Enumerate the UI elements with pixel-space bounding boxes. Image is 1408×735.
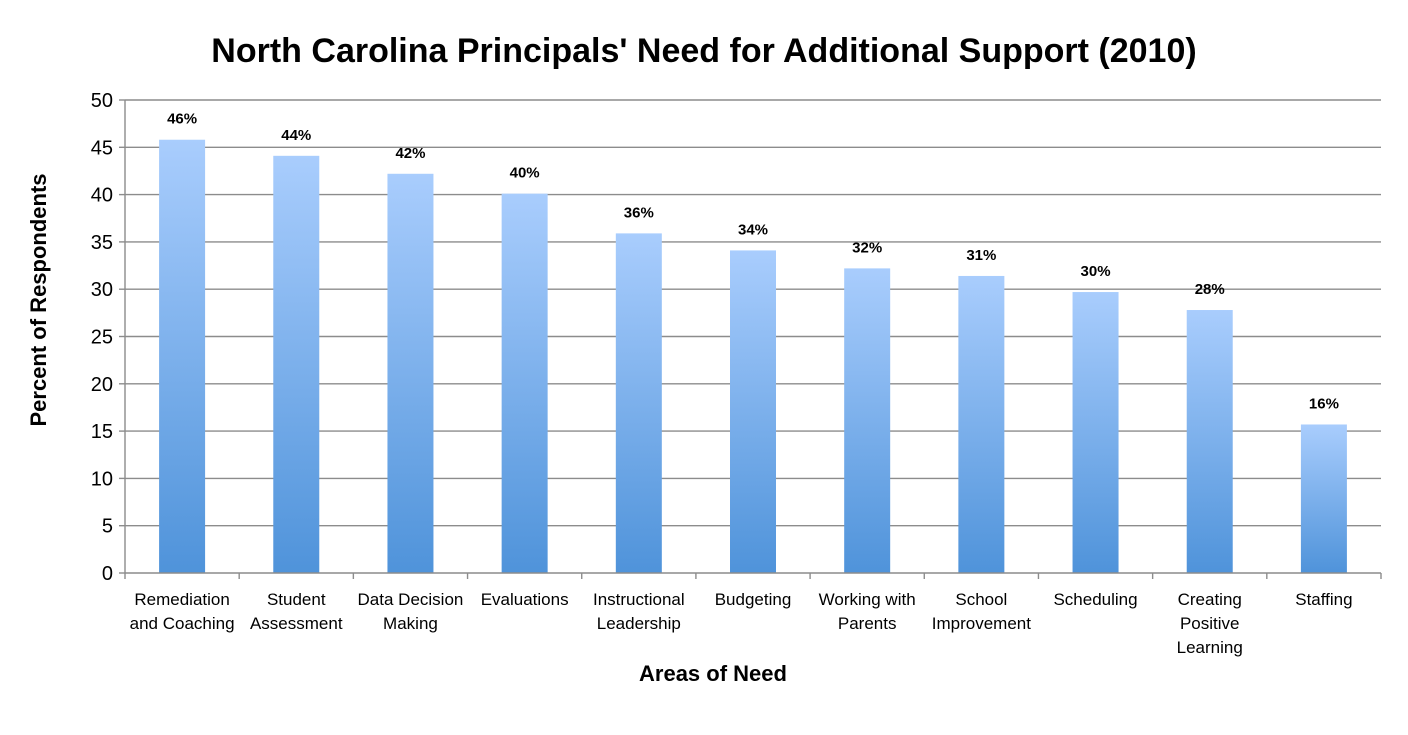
x-category-label: Scheduling: [1053, 590, 1137, 609]
bar: [1072, 292, 1119, 573]
x-category-label: Data Decision Making: [358, 590, 464, 633]
x-category-label: Student Assessment: [250, 590, 343, 633]
chart-title: North Carolina Principals' Need for Addi…: [211, 32, 1196, 70]
x-category-label: Remediation and Coaching: [130, 590, 235, 633]
data-label: 36%: [624, 204, 654, 221]
bar: [273, 155, 320, 573]
y-axis-ticks: 0 5 10 15 20 25 30 35 40 45 50: [91, 90, 125, 585]
bar: [501, 193, 548, 574]
data-label: 28%: [1195, 281, 1225, 298]
y-tick-label: 5: [102, 516, 113, 538]
y-tick-label: 15: [91, 421, 113, 443]
x-axis: [124, 100, 1382, 579]
y-tick-label: 35: [91, 232, 113, 254]
data-label: 40%: [510, 165, 540, 182]
data-label: 30%: [1081, 263, 1111, 280]
y-tick-label: 10: [91, 468, 113, 490]
x-category-label: Budgeting: [715, 590, 792, 609]
data-labels: 46% 44% 42% 40% 36% 34% 32% 31% 30% 28% 16%: [167, 111, 1339, 413]
x-category-label: Instructional Leadership: [593, 590, 685, 633]
data-label: 34%: [738, 221, 768, 238]
bar: [1300, 424, 1347, 573]
data-label: 42%: [395, 145, 425, 162]
data-label: 16%: [1309, 395, 1339, 412]
y-axis-title: Percent of Respondents: [26, 173, 51, 426]
data-label: 32%: [852, 239, 882, 256]
y-tick-label: 45: [91, 137, 113, 159]
bar: [1186, 310, 1233, 573]
x-category-label: Working with Parents: [819, 590, 916, 633]
x-axis-categories: Remediation and Coaching Student Assessment…: [130, 590, 1353, 657]
bar: [730, 250, 776, 573]
data-label: 31%: [966, 247, 996, 264]
bars: [159, 139, 1347, 574]
x-category-label: School Improvement: [932, 590, 1031, 633]
y-tick-label: 20: [91, 374, 113, 396]
y-tick-label: 0: [102, 563, 113, 585]
y-tick-label: 25: [91, 327, 113, 349]
bar: [615, 233, 662, 574]
bar: [159, 139, 206, 573]
data-label: 46%: [167, 111, 197, 128]
x-category-label: Evaluations: [481, 590, 569, 609]
y-tick-label: 30: [91, 279, 113, 301]
x-axis-title: Areas of Need: [639, 661, 787, 686]
bar: [844, 268, 891, 573]
bar: [958, 275, 1005, 573]
y-tick-label: 40: [91, 185, 113, 207]
bar: [387, 173, 434, 573]
y-tick-label: 50: [91, 90, 113, 112]
x-category-label: Staffing: [1295, 590, 1352, 609]
data-label: 44%: [281, 127, 311, 144]
x-category-label: Creating Positive Learning: [1177, 590, 1243, 657]
